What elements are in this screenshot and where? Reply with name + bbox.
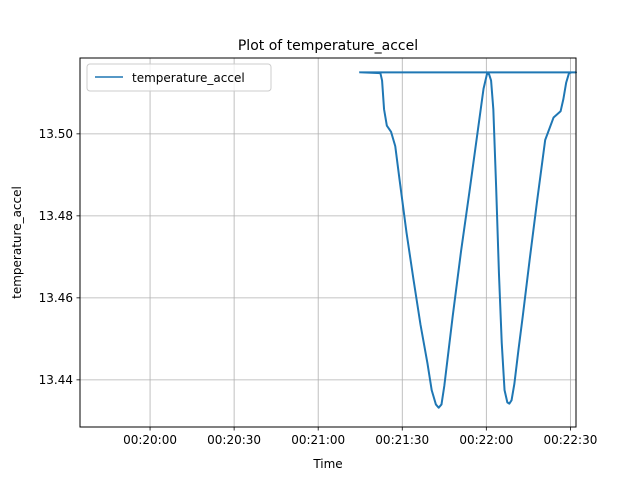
y-tick-label: 13.50	[39, 127, 73, 141]
x-tick-label: 00:22:00	[459, 433, 513, 447]
y-tick-label: 13.46	[39, 291, 73, 305]
x-axis-label: Time	[312, 457, 342, 471]
x-tick-label: 00:20:30	[207, 433, 261, 447]
x-tick-label: 00:22:30	[543, 433, 597, 447]
y-axis-label: temperature_accel	[10, 186, 24, 299]
x-tick-label: 00:20:00	[123, 433, 177, 447]
chart-title: Plot of temperature_accel	[238, 38, 418, 54]
legend: temperature_accel	[87, 64, 271, 91]
legend-label: temperature_accel	[132, 71, 245, 85]
x-tick-label: 00:21:30	[375, 433, 429, 447]
y-tick-label: 13.48	[39, 209, 73, 223]
x-tick-label: 00:21:00	[291, 433, 345, 447]
y-tick-label: 13.44	[39, 373, 73, 387]
